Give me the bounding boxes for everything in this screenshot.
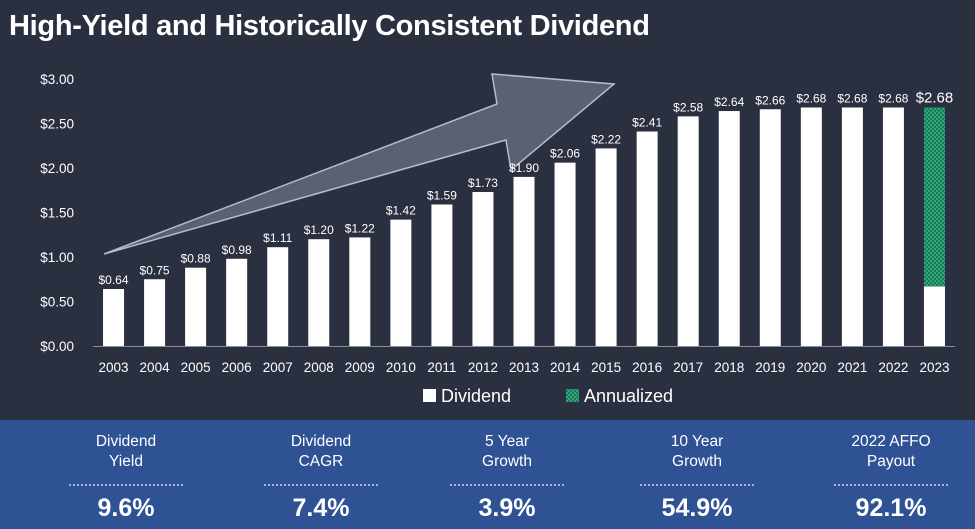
x-tick-label-2006: 2006 [222,360,252,375]
data-label-2008: $1.20 [304,223,334,237]
x-tick-label-2018: 2018 [714,360,744,375]
data-label-2022: $2.68 [878,91,908,105]
metric-value: 3.9% [478,494,536,522]
bar-dividend-2012 [472,192,494,346]
bar-dividend-2017 [677,116,699,346]
data-label-2023: $2.68 [916,89,954,106]
x-tick-label-2020: 2020 [796,360,826,375]
x-tick-label-2023: 2023 [919,360,949,375]
data-label-2017: $2.58 [673,100,703,114]
bar-dividend-2018 [718,111,740,346]
metric-label-line2: Growth [482,453,532,470]
metric-label-line1: 5 Year [485,433,529,450]
metric-value: 92.1% [855,494,927,522]
x-tick-label-2008: 2008 [304,360,334,375]
dotted-divider [640,484,754,486]
data-label-2016: $2.41 [632,116,662,130]
x-tick-label-2003: 2003 [99,360,129,375]
x-tick-label-2015: 2015 [591,360,621,375]
bar-dividend-2010 [390,219,412,346]
bar-annualized-2023 [923,107,945,287]
x-tick-label-2004: 2004 [140,360,171,375]
bar-dividend-2004 [144,279,166,346]
metric-label-line2: Growth [672,453,722,470]
metric-label-line1: 10 Year [670,433,724,450]
bar-dividend-2011 [431,204,453,346]
dotted-divider [264,484,378,486]
bar-dividend-2014 [554,162,576,346]
metric-label-line2: Yield [109,453,143,470]
bar-dividend-2023 [923,286,945,346]
metric-label-line2: CAGR [298,453,344,470]
x-tick-label-2022: 2022 [878,360,908,375]
metric-value: 9.6% [97,494,155,522]
dividend-bar-chart: $0.00 $0.50 $1.00 $1.50 $2.00 $2.50 $3.00 2003 2… [40,72,955,406]
y-tick-label: $1.50 [40,206,74,221]
data-label-2004: $0.75 [140,263,170,277]
y-tick-label: $2.50 [40,117,74,132]
y-tick-label: $2.00 [40,161,74,176]
bar-dividend-2009 [349,237,371,346]
bar-dividend-2022 [882,107,904,346]
metrics-band: Dividend Yield 9.6% Dividend CAGR 7.4% 5… [0,420,975,529]
metric-label-line1: Dividend [95,433,157,450]
bar-dividend-2019 [759,109,781,346]
data-label-2020: $2.68 [796,91,826,105]
x-tick-label-2016: 2016 [632,360,662,375]
x-tick-label-2019: 2019 [755,360,785,375]
data-label-2021: $2.68 [837,91,867,105]
metric-label-line1: 2022 AFFO [851,433,931,450]
page-title: High-Yield and Historically Consistent D… [9,10,650,42]
legend-label-annualized: Annualized [584,386,673,406]
metric-value: 7.4% [292,494,350,522]
dotted-divider [450,484,564,486]
metric-value: 54.9% [661,494,733,522]
data-label-2011: $1.59 [427,188,457,202]
x-tick-label-2009: 2009 [345,360,375,375]
x-tick-label-2011: 2011 [427,360,456,375]
data-label-2018: $2.64 [714,95,744,109]
data-label-2012: $1.73 [468,176,498,190]
y-tick-label: $0.50 [40,295,74,310]
y-tick-label: $3.00 [40,72,74,87]
data-label-2015: $2.22 [591,132,621,146]
bar-dividend-2013 [513,176,535,346]
x-tick-label-2007: 2007 [263,360,293,375]
x-tick-label-2013: 2013 [509,360,539,375]
bar-dividend-2016 [636,131,658,346]
x-tick-label-2005: 2005 [181,360,211,375]
data-label-2009: $1.22 [345,221,375,235]
data-label-2003: $0.64 [99,273,129,287]
y-tick-label: $0.00 [40,339,74,354]
bar-dividend-2007 [267,247,289,346]
x-tick-label-2014: 2014 [550,360,581,375]
legend-swatch-dividend [423,389,436,402]
dotted-divider [69,484,183,486]
data-label-2010: $1.42 [386,204,416,218]
bar-dividend-2015 [595,148,617,346]
x-tick-label-2017: 2017 [673,360,703,375]
data-label-2019: $2.66 [755,93,785,107]
bar-dividend-2021 [841,107,863,346]
bar-dividend-2008 [308,239,330,346]
growth-arrow [103,73,616,255]
x-tick-label-2012: 2012 [468,360,498,375]
dotted-divider [834,484,948,486]
x-tick-label-2010: 2010 [386,360,416,375]
data-label-2013: $1.90 [509,161,539,175]
metric-label-line2: Payout [866,453,916,470]
y-tick-label: $1.00 [40,250,74,265]
bar-dividend-2006 [226,258,248,346]
data-label-2005: $0.88 [181,252,211,266]
data-label-2007: $1.11 [263,231,292,245]
metric-label-line1: Dividend [290,433,352,450]
data-label-2014: $2.06 [550,147,580,161]
data-label-2006: $0.98 [222,243,252,257]
bar-dividend-2005 [185,267,207,346]
legend-swatch-annualized [566,389,579,402]
bar-dividend-2003 [103,289,125,346]
legend-label-dividend: Dividend [441,386,511,406]
bar-dividend-2020 [800,107,822,346]
x-tick-label-2021: 2021 [837,360,867,375]
